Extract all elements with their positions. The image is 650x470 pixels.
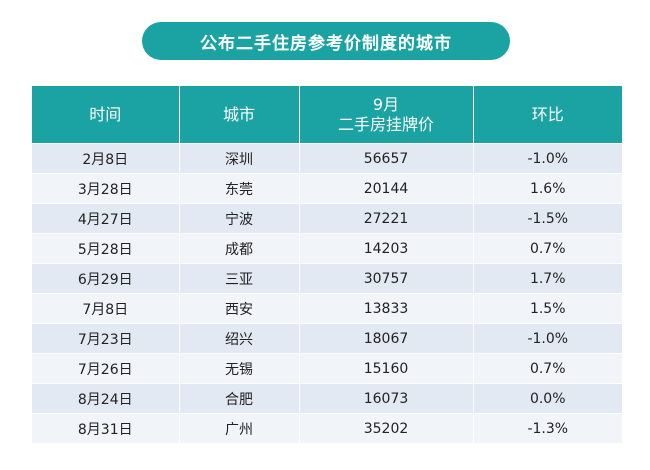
chart-title: 公布二手住房参考价制度的城市 (142, 22, 510, 60)
cell-price: 15160 (299, 353, 474, 384)
city-price-table: 时间 城市 9月 二手房挂牌价 环比 2月8日 深圳 56657 -1.0% 3月28日东… (32, 86, 622, 443)
cell-city: 合肥 (179, 383, 300, 414)
header-time: 时间 (32, 86, 180, 144)
cell-change: 1.7% (473, 263, 622, 294)
cell-price: 13833 (299, 293, 474, 324)
cell-city: 宁波 (179, 203, 300, 234)
cell-date: 7月26日 (32, 353, 180, 384)
cell-price: 14203 (299, 233, 474, 264)
cell-date: 8月31日 (32, 413, 180, 443)
table-body: 2月8日 深圳 56657 -1.0% 3月28日 东莞 20144 1.6% 4月27日 宁波 2… (32, 143, 622, 443)
header-change: 环比 (473, 86, 622, 144)
table-row: 7月23日 绍兴 18067 -1.0% (32, 323, 622, 354)
cell-date: 7月23日 (32, 323, 180, 354)
cell-price: 18067 (299, 323, 474, 354)
cell-change: 1.5% (473, 293, 622, 324)
cell-price: 35202 (299, 413, 474, 443)
cell-change: -1.5% (473, 203, 622, 234)
cell-date: 6月29日 (32, 263, 180, 294)
cell-price: 20144 (299, 173, 474, 204)
table-row: 4月27日 宁波 27221 -1.5% (32, 203, 622, 234)
cell-city: 成都 (179, 233, 300, 264)
table-row: 3月28日 东莞 20144 1.6% (32, 173, 622, 204)
cell-city: 三亚 (179, 263, 300, 294)
cell-change: 0.0% (473, 383, 622, 414)
table-row: 8月24日 合肥 16073 0.0% (32, 383, 622, 414)
cell-city: 西安 (179, 293, 300, 324)
table-row: 7月8日 西安 13833 1.5% (32, 293, 622, 324)
cell-date: 3月28日 (32, 173, 180, 204)
cell-price: 30757 (299, 263, 474, 294)
cell-date: 7月8日 (32, 293, 180, 324)
cell-date: 8月24日 (32, 383, 180, 414)
cell-change: 0.7% (473, 233, 622, 264)
cell-change: -1.0% (473, 323, 622, 354)
table-row: 5月28日 成都 14203 0.7% (32, 233, 622, 264)
table-row: 7月26日 无锡 15160 0.7% (32, 353, 622, 384)
cell-change: 0.7% (473, 353, 622, 384)
table-row: 2月8日 深圳 56657 -1.0% (32, 143, 622, 174)
cell-price: 16073 (299, 383, 474, 414)
header-price: 9月 二手房挂牌价 (299, 86, 474, 144)
cell-date: 5月28日 (32, 233, 180, 264)
cell-date: 4月27日 (32, 203, 180, 234)
cell-price: 27221 (299, 203, 474, 234)
table-row: 8月31日 广州 35202 -1.3% (32, 413, 622, 443)
cell-date: 2月8日 (32, 143, 180, 174)
cell-change: -1.0% (473, 143, 622, 174)
cell-city: 绍兴 (179, 323, 300, 354)
cell-city: 东莞 (179, 173, 300, 204)
table-header-row: 时间 城市 9月 二手房挂牌价 环比 (32, 86, 622, 144)
table-row: 6月29日 三亚 30757 1.7% (32, 263, 622, 294)
cell-change: 1.6% (473, 173, 622, 204)
header-city: 城市 (179, 86, 300, 144)
cell-city: 无锡 (179, 353, 300, 384)
cell-change: -1.3% (473, 413, 622, 443)
cell-city: 广州 (179, 413, 300, 443)
cell-price: 56657 (299, 143, 474, 174)
cell-city: 深圳 (179, 143, 300, 174)
